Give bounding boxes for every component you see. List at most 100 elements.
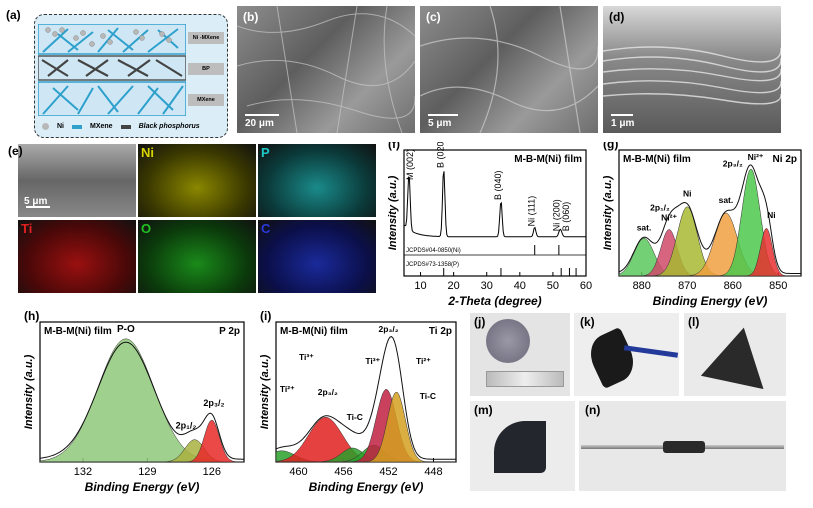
sem-texture xyxy=(420,6,598,133)
panel-b-scale-bar xyxy=(245,114,279,116)
panel-b-sem-image: (b) 20 μm xyxy=(237,6,415,133)
panel-c-scale-bar xyxy=(428,114,458,116)
x-tick-label-880: 880 xyxy=(633,280,651,292)
folded-film xyxy=(583,326,641,390)
x-tick-label-452: 452 xyxy=(379,466,397,478)
eds-map-ti: Ti xyxy=(18,220,136,293)
x-axis-label: Binding Energy (eV) xyxy=(85,480,200,494)
panel-l-photo: (l) xyxy=(684,313,786,396)
sem-texture xyxy=(603,46,781,105)
peak-annotation-5: 2p₃/₂ xyxy=(379,324,399,334)
layer-tag-mxene: MXene xyxy=(188,94,224,106)
x-tick-label-50: 50 xyxy=(547,280,559,292)
x-tick-label-40: 40 xyxy=(514,280,526,292)
peak-annotation-6: Ti²⁺ xyxy=(416,356,431,366)
eds-map-o: O xyxy=(138,220,256,293)
peak-label-b-040: B (040) xyxy=(493,170,503,200)
panel-n-photo: (n) xyxy=(579,401,786,491)
peak-annotation-4: Ni²⁺ xyxy=(748,152,764,162)
peak-annotation-0: Ti³⁺ xyxy=(299,352,314,362)
layer-tag-ni-mxene: Ni -MXene xyxy=(188,32,224,44)
x-tick-label-60: 60 xyxy=(580,280,592,292)
annotation-2p1-2: 2p₁/₂ xyxy=(650,202,670,212)
eds-map-ni: Ni xyxy=(138,144,256,217)
reference-label-p: JCPDS#73-1358(P) xyxy=(406,262,459,268)
panel-label: (f) xyxy=(388,142,400,151)
x-axis-label: Binding Energy (eV) xyxy=(653,294,768,308)
plot-frame xyxy=(403,149,587,277)
chart-title: M-B-M(Ni) film xyxy=(623,154,691,165)
x-tick-label-456: 456 xyxy=(334,466,352,478)
x-tick-label-30: 30 xyxy=(481,280,493,292)
panel-label: (h) xyxy=(24,310,39,323)
panel-label: (g) xyxy=(603,142,618,151)
panel-e-scale-bar xyxy=(26,206,50,208)
panel-e-scale-label: 5 μm xyxy=(24,196,48,207)
panel-d-sem-image: (d) 1 μm xyxy=(603,6,781,133)
y-axis-label: Intensity (a.u.) xyxy=(387,175,399,250)
peak-annotation-3: Ti-C xyxy=(347,412,363,422)
folded-fan-film xyxy=(700,320,776,390)
x-tick-label-10: 10 xyxy=(414,280,426,292)
schematic-legend: Ni MXene Black phosphorus xyxy=(42,123,200,130)
peak-annotation-7: Ti-C xyxy=(420,391,436,401)
peak-label-b-020: B (020) xyxy=(436,142,446,168)
peak-annotation-2: 2p₃/₂ xyxy=(318,387,338,397)
peak-annotation-p-o: P-O xyxy=(117,324,135,335)
layer-schematic xyxy=(38,24,186,116)
panel-e-eds-maps: (e) 5 μm Ni P Ti O C xyxy=(6,140,376,296)
peak-annotation-1: Ni²⁺ xyxy=(661,213,677,223)
peak-label-ni-111: Ni (111) xyxy=(527,196,537,227)
peak-annotation-5: Ni xyxy=(767,210,776,220)
x-axis-label: Binding Energy (eV) xyxy=(309,480,424,494)
panel-j-label: (j) xyxy=(474,315,486,329)
peak-annotation-1: Ti²⁺ xyxy=(280,384,295,394)
panel-e-label: (e) xyxy=(8,144,23,158)
peak-label-m-002: M (002) xyxy=(405,149,415,180)
x-tick-label-126: 126 xyxy=(203,466,221,478)
panel-k-photo: (k) xyxy=(574,313,679,396)
legend-black-phosphorus: Black phosphorus xyxy=(138,123,200,130)
panel-m-label: (m) xyxy=(474,403,493,417)
x-tick-label-20: 20 xyxy=(448,280,460,292)
panel-d-label: (d) xyxy=(609,10,625,24)
map-label-o: O xyxy=(141,221,152,236)
map-label-ni: Ni xyxy=(141,145,154,160)
panel-m-photo: (m) xyxy=(470,401,575,491)
eds-map-p: P xyxy=(258,144,376,217)
legend-mxene: MXene xyxy=(90,123,113,130)
map-label-p: P xyxy=(261,145,270,160)
panel-l-label: (l) xyxy=(688,315,700,329)
panel-c-scale-label: 5 μm xyxy=(428,118,452,129)
x-tick-label-448: 448 xyxy=(424,466,442,478)
peak-label-b-060: B (060) xyxy=(561,202,571,232)
panel-j-photo: (j) xyxy=(470,313,570,396)
envelope-line xyxy=(275,336,456,460)
x-tick-label-860: 860 xyxy=(724,280,742,292)
panel-a-label: (a) xyxy=(6,8,21,22)
y-axis-label: Intensity (a.u.) xyxy=(23,354,35,429)
mxene-legend-marker xyxy=(72,124,82,129)
reference-label-ni: JCPDS#04-0850(Ni) xyxy=(406,248,461,254)
panel-n-label: (n) xyxy=(585,403,601,417)
region-label: Ni 2p xyxy=(773,154,797,165)
y-axis-label: Intensity (a.u.) xyxy=(259,354,271,429)
peak-annotation-4: Ti³⁺ xyxy=(365,356,380,366)
peak-annotation-3: sat. xyxy=(719,195,734,205)
map-label-ti: Ti xyxy=(21,221,33,236)
legend-ni: Ni xyxy=(57,123,64,130)
x-tick-label-850: 850 xyxy=(769,280,787,292)
panel-c-label: (c) xyxy=(426,10,441,24)
x-tick-label-129: 129 xyxy=(138,466,156,478)
annotation-2p1-2: 2p₁/₂ xyxy=(176,420,197,430)
crumpled-film xyxy=(494,421,546,473)
panel-k-label: (k) xyxy=(580,315,595,329)
y-axis-label: Intensity (a.u.) xyxy=(602,175,614,250)
ruler xyxy=(486,371,564,387)
sem-texture xyxy=(237,6,415,133)
x-tick-label-870: 870 xyxy=(678,280,696,292)
peak-label-ni-200: Ni (200) xyxy=(552,199,562,231)
panel-d-scale-label: 1 μm xyxy=(611,118,635,129)
